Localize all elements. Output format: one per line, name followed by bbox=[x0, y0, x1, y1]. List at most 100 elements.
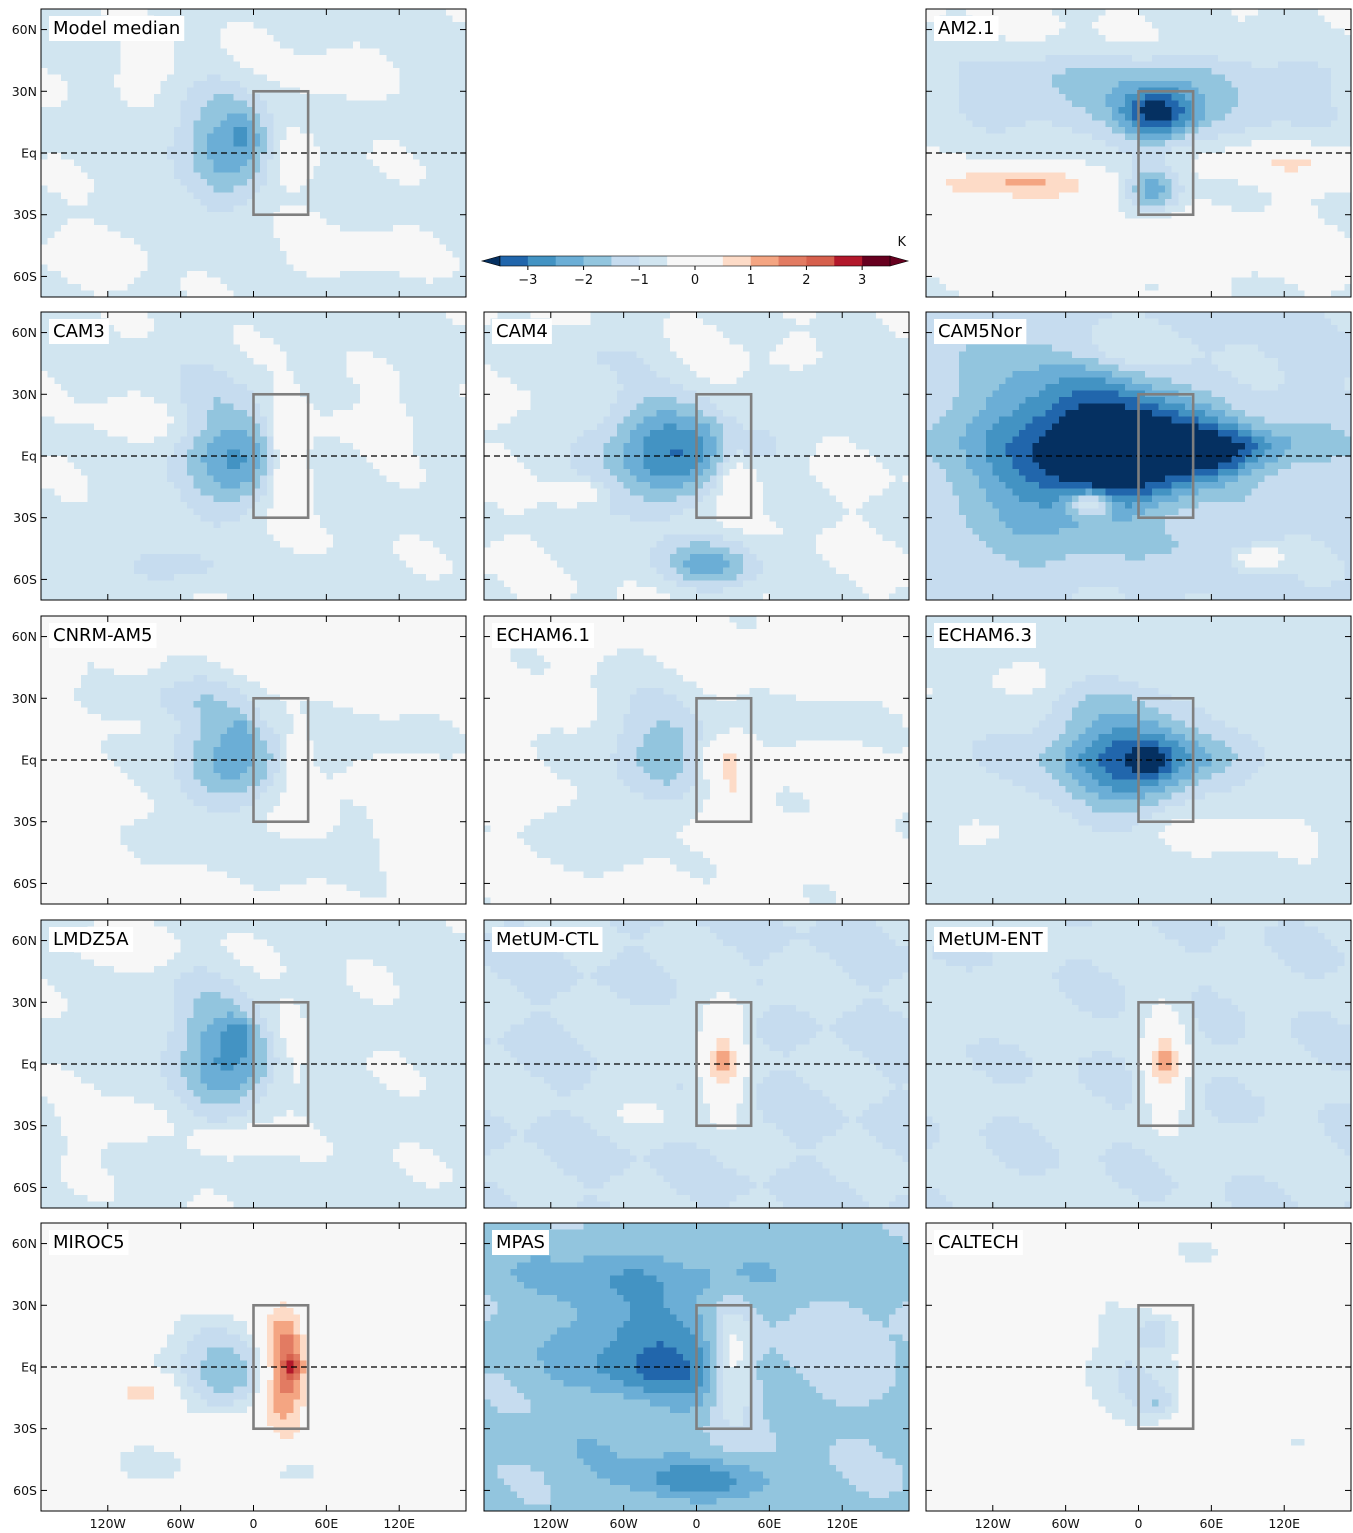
x-tick-label: 120E bbox=[1268, 1516, 1300, 1531]
colorbar-segment bbox=[806, 256, 835, 266]
colorbar: −3 −2 −1 0 1 2 3 K bbox=[480, 235, 910, 288]
x-tick-label: 120E bbox=[826, 1516, 858, 1531]
y-tick-label: 60S bbox=[13, 269, 37, 284]
panel-label: MIROC5 bbox=[53, 1232, 125, 1253]
panel-label: LMDZ5A bbox=[53, 929, 129, 950]
panel-label: CAM5Nor bbox=[938, 321, 1022, 342]
panel-label: CAM3 bbox=[53, 321, 105, 342]
panel-label: CAM4 bbox=[496, 321, 548, 342]
region-box bbox=[1137, 1303, 1195, 1431]
panel-metum-ctl: MetUM-CTL bbox=[483, 919, 910, 1209]
region-box bbox=[695, 696, 753, 824]
panel-label: MetUM-ENT bbox=[938, 929, 1044, 950]
panel-cam4: CAM4 bbox=[483, 311, 910, 601]
y-tick-label: 30N bbox=[12, 84, 37, 99]
anomaly-field bbox=[926, 920, 1351, 1208]
panel-am2-1: AM2.1 bbox=[925, 8, 1352, 298]
anomaly-field bbox=[926, 312, 1351, 600]
x-tick-label: 0 bbox=[1135, 1516, 1143, 1531]
panel-label-bg bbox=[49, 623, 157, 648]
colorbar-tick-label: 1 bbox=[747, 273, 755, 288]
colorbar-segment bbox=[834, 256, 863, 266]
colorbar-segment bbox=[862, 256, 891, 266]
panel-label: ECHAM6.3 bbox=[938, 625, 1032, 646]
panel-cnrm-am5: 60N 30N Eq 30S 60S CNRM-AM5 bbox=[12, 615, 467, 905]
panel-label: MPAS bbox=[496, 1232, 545, 1253]
y-tick-label: 30S bbox=[13, 1421, 37, 1436]
anomaly-field bbox=[484, 1223, 909, 1511]
panel-mpas: 120W 60W 0 60E 120E MPAS bbox=[483, 1222, 910, 1531]
y-tick-label: 60S bbox=[13, 876, 37, 891]
y-tick-label: 30N bbox=[12, 387, 37, 402]
anomaly-field bbox=[41, 920, 466, 1208]
panel-label: ECHAM6.1 bbox=[496, 625, 590, 646]
panel-model-median: 60N 30N Eq 30S 60S Model median bbox=[12, 8, 467, 298]
region-box bbox=[252, 1303, 310, 1431]
panels-layer: 60N 30N Eq 30S 60S Model median AM2.1 60N 30N Eq 3… bbox=[12, 8, 1352, 1531]
region-box bbox=[1137, 392, 1195, 520]
colorbar-tick-label: 0 bbox=[691, 273, 699, 288]
region-box bbox=[695, 1303, 753, 1431]
x-tick-label: 120W bbox=[975, 1516, 1011, 1531]
y-tick-label: 60N bbox=[12, 933, 37, 948]
panel-label-bg bbox=[49, 927, 134, 952]
x-tick-label: 120E bbox=[383, 1516, 415, 1531]
colorbar-segment bbox=[500, 256, 529, 266]
y-tick-label: 60N bbox=[12, 1236, 37, 1251]
y-tick-label: 30N bbox=[12, 691, 37, 706]
anomaly-field bbox=[484, 616, 909, 904]
colorbar-segment bbox=[611, 256, 640, 266]
panel-caltech: 120W 60W 0 60E 120E CALTECH bbox=[925, 1222, 1352, 1531]
panel-label: CNRM-AM5 bbox=[53, 625, 152, 646]
anomaly-field bbox=[41, 1223, 466, 1511]
panel-label-bg bbox=[49, 16, 185, 41]
x-tick-label: 60W bbox=[610, 1516, 638, 1531]
region-box bbox=[252, 392, 310, 520]
colorbar-tick-label: 3 bbox=[858, 273, 866, 288]
x-tick-label: 60E bbox=[757, 1516, 781, 1531]
region-box bbox=[1137, 89, 1195, 217]
panel-lmdz5a: 60N 30N Eq 30S 60S LMDZ5A bbox=[12, 919, 467, 1209]
y-tick-label: Eq bbox=[21, 753, 37, 768]
panel-label-bg bbox=[49, 319, 109, 344]
colorbar-tick-label: −3 bbox=[518, 273, 537, 288]
y-tick-label: 60N bbox=[12, 325, 37, 340]
x-tick-label: 60W bbox=[167, 1516, 195, 1531]
region-box bbox=[252, 696, 310, 824]
colorbar-segment bbox=[583, 256, 612, 266]
colorbar-extend-min bbox=[480, 255, 501, 267]
colorbar-segment bbox=[778, 256, 807, 266]
y-tick-label: 30S bbox=[13, 207, 37, 222]
colorbar-tick-label: 2 bbox=[802, 273, 810, 288]
y-tick-label: Eq bbox=[21, 146, 37, 161]
y-tick-label: 60N bbox=[12, 22, 37, 37]
panel-echam6-1: ECHAM6.1 bbox=[483, 615, 910, 905]
x-tick-label: 120W bbox=[533, 1516, 569, 1531]
panel-cam5nor: CAM5Nor bbox=[925, 311, 1352, 601]
colorbar-segment bbox=[639, 256, 668, 266]
x-tick-label: 120W bbox=[90, 1516, 126, 1531]
colorbar-segment bbox=[527, 256, 557, 266]
panel-label-bg bbox=[492, 927, 603, 952]
region-box bbox=[695, 1000, 753, 1128]
colorbar-tick-label: −2 bbox=[574, 273, 593, 288]
x-tick-label: 60E bbox=[1199, 1516, 1223, 1531]
panel-label-bg bbox=[492, 623, 594, 648]
panel-label-bg bbox=[49, 1230, 129, 1255]
y-tick-label: Eq bbox=[21, 1360, 37, 1375]
y-tick-label: 30N bbox=[12, 1298, 37, 1313]
y-tick-label: Eq bbox=[21, 1057, 37, 1072]
panel-label-bg bbox=[934, 1230, 1023, 1255]
panel-label-bg bbox=[492, 319, 552, 344]
colorbar-segment bbox=[555, 256, 585, 266]
x-tick-label: 0 bbox=[250, 1516, 258, 1531]
panel-label: AM2.1 bbox=[938, 18, 994, 39]
panel-echam6-3: ECHAM6.3 bbox=[925, 615, 1352, 905]
colorbar-extend-max bbox=[889, 255, 910, 267]
y-tick-label: 30S bbox=[13, 1118, 37, 1133]
region-box bbox=[1137, 1000, 1195, 1128]
y-tick-label: 60S bbox=[13, 1180, 37, 1195]
panel-metum-ent: MetUM-ENT bbox=[925, 919, 1352, 1209]
y-tick-label: 60N bbox=[12, 629, 37, 644]
